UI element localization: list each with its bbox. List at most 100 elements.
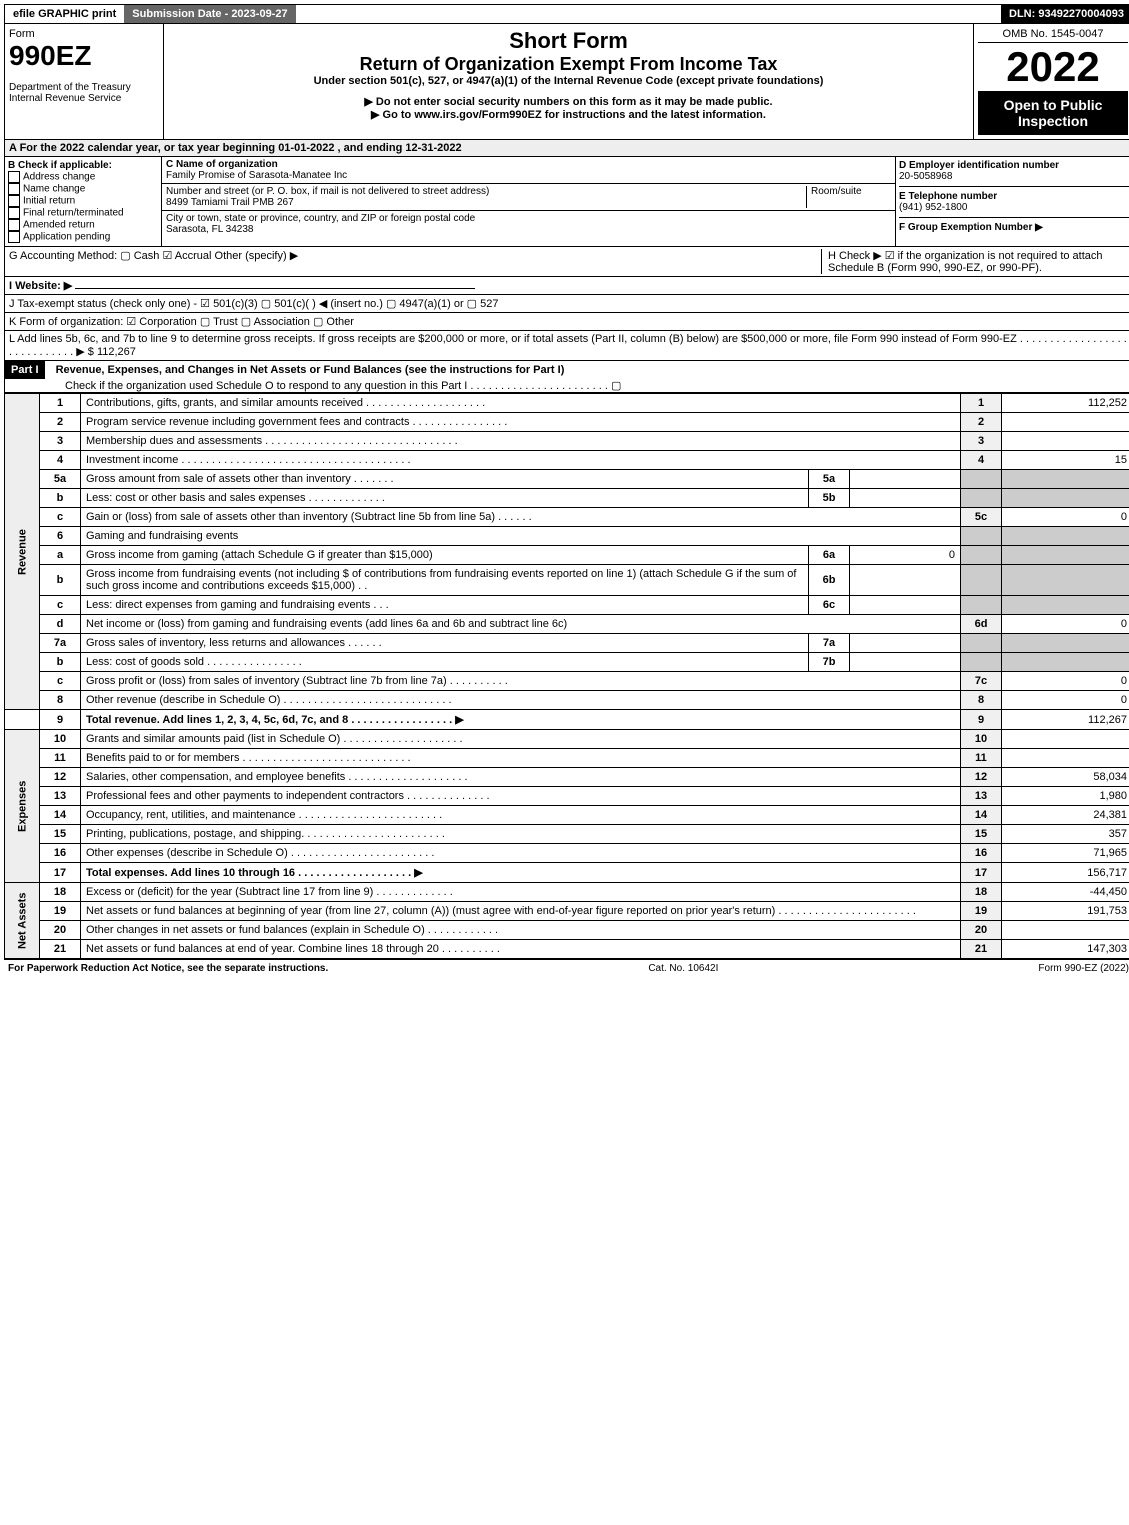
line-15-desc: Printing, publications, postage, and shi… <box>81 825 961 844</box>
e-label: E Telephone number <box>899 191 997 202</box>
page-footer: For Paperwork Reduction Act Notice, see … <box>4 959 1129 977</box>
line-l-amount: $ 112,267 <box>88 346 136 358</box>
line-19-desc: Net assets or fund balances at beginning… <box>81 902 961 921</box>
line-13-desc: Professional fees and other payments to … <box>81 787 961 806</box>
line-6a-desc: Gross income from gaming (attach Schedul… <box>81 546 809 565</box>
line-14-desc: Occupancy, rent, utilities, and maintena… <box>81 806 961 825</box>
line-k: K Form of organization: ☑ Corporation ▢ … <box>4 313 1129 331</box>
part1-header-row: Part I Revenue, Expenses, and Changes in… <box>4 361 1129 393</box>
line-5b-desc: Less: cost or other basis and sales expe… <box>81 489 809 508</box>
lines-table: Revenue 1 Contributions, gifts, grants, … <box>4 393 1129 959</box>
chk-initial[interactable]: Initial return <box>8 195 158 207</box>
tax-year: 2022 <box>978 43 1128 91</box>
line-12-desc: Salaries, other compensation, and employ… <box>81 768 961 787</box>
line-1-desc: Contributions, gifts, grants, and simila… <box>81 394 961 413</box>
line-15-amt: 357 <box>1002 825 1129 844</box>
line-h: H Check ▶ ☑ if the organization is not r… <box>821 249 1128 274</box>
header-right: OMB No. 1545-0047 2022 Open to Public In… <box>973 24 1129 139</box>
c-street-label: Number and street (or P. O. box, if mail… <box>166 186 489 197</box>
line-12-amt: 58,034 <box>1002 768 1129 787</box>
revenue-side: Revenue <box>5 394 40 710</box>
footer-left: For Paperwork Reduction Act Notice, see … <box>8 963 328 974</box>
expenses-side: Expenses <box>5 730 40 883</box>
line-i: I Website: ▶ <box>4 277 1129 295</box>
chk-address[interactable]: Address change <box>8 171 158 183</box>
line-2-desc: Program service revenue including govern… <box>81 413 961 432</box>
form-header: Form 990EZ Department of the Treasury In… <box>4 24 1129 140</box>
line-18-amt: -44,450 <box>1002 883 1129 902</box>
line-13-amt: 1,980 <box>1002 787 1129 806</box>
top-bar: efile GRAPHIC print Submission Date - 20… <box>4 4 1129 24</box>
part1-title: Revenue, Expenses, and Changes in Net As… <box>48 364 565 376</box>
open-public: Open to Public Inspection <box>978 91 1128 135</box>
note-url: ▶ Go to www.irs.gov/Form990EZ for instru… <box>168 108 969 121</box>
netassets-side: Net Assets <box>5 883 40 959</box>
line-9-amt: 112,267 <box>1002 710 1129 730</box>
line-6d-amt: 0 <box>1002 615 1129 634</box>
footer-right: Form 990-EZ (2022) <box>1038 963 1129 974</box>
box-b: B Check if applicable: Address change Na… <box>5 157 162 246</box>
omb-label: OMB No. 1545-0047 <box>978 28 1128 43</box>
footer-mid: Cat. No. 10642I <box>648 963 718 974</box>
line-6b-desc: Gross income from fundraising events (no… <box>81 565 809 596</box>
chk-pending[interactable]: Application pending <box>8 231 158 243</box>
line-3-desc: Membership dues and assessments . . . . … <box>81 432 961 451</box>
line-16-amt: 71,965 <box>1002 844 1129 863</box>
line-7c-amt: 0 <box>1002 672 1129 691</box>
line-17-amt: 156,717 <box>1002 863 1129 883</box>
line-5c-amt: 0 <box>1002 508 1129 527</box>
chk-amended[interactable]: Amended return <box>8 219 158 231</box>
line-9-desc: Total revenue. Add lines 1, 2, 3, 4, 5c,… <box>81 710 961 730</box>
subtitle: Under section 501(c), 527, or 4947(a)(1)… <box>168 75 969 87</box>
c-name-label: C Name of organization <box>166 159 278 170</box>
line-19-amt: 191,753 <box>1002 902 1129 921</box>
box-b-header: B Check if applicable: <box>8 160 158 171</box>
line-7a-desc: Gross sales of inventory, less returns a… <box>81 634 809 653</box>
box-c: C Name of organization Family Promise of… <box>162 157 895 246</box>
line-6c-desc: Less: direct expenses from gaming and fu… <box>81 596 809 615</box>
line-20-desc: Other changes in net assets or fund bala… <box>81 921 961 940</box>
ein-value: 20-5058968 <box>899 171 952 182</box>
chk-final[interactable]: Final return/terminated <box>8 207 158 219</box>
line-21-amt: 147,303 <box>1002 940 1129 959</box>
dept-label: Department of the Treasury Internal Reve… <box>9 82 159 104</box>
efile-label[interactable]: efile GRAPHIC print <box>5 5 124 23</box>
line-4-amt: 15 <box>1002 451 1129 470</box>
header-left: Form 990EZ Department of the Treasury In… <box>5 24 164 139</box>
line-4-desc: Investment income . . . . . . . . . . . … <box>81 451 961 470</box>
line-5c-desc: Gain or (loss) from sale of assets other… <box>81 508 961 527</box>
line-8-amt: 0 <box>1002 691 1129 710</box>
line-17-desc: Total expenses. Add lines 10 through 16 … <box>81 863 961 883</box>
line-7b-desc: Less: cost of goods sold . . . . . . . .… <box>81 653 809 672</box>
line-g: G Accounting Method: ▢ Cash ☑ Accrual Ot… <box>9 249 821 274</box>
chk-name[interactable]: Name change <box>8 183 158 195</box>
part1-label: Part I <box>5 361 45 379</box>
line-21-desc: Net assets or fund balances at end of ye… <box>81 940 961 959</box>
form-label: Form <box>9 28 159 40</box>
note-ssn: ▶ Do not enter social security numbers o… <box>168 95 969 108</box>
part1-sub: Check if the organization used Schedule … <box>5 379 1129 392</box>
org-name: Family Promise of Sarasota-Manatee Inc <box>166 170 347 181</box>
info-block: B Check if applicable: Address change Na… <box>4 157 1129 247</box>
line-8-desc: Other revenue (describe in Schedule O) .… <box>81 691 961 710</box>
line-a: A For the 2022 calendar year, or tax yea… <box>4 140 1129 157</box>
phone-value: (941) 952-1800 <box>899 202 967 213</box>
line-gh: G Accounting Method: ▢ Cash ☑ Accrual Ot… <box>4 247 1129 277</box>
spacer <box>296 5 1001 23</box>
line-5a-desc: Gross amount from sale of assets other t… <box>81 470 809 489</box>
line-6-desc: Gaming and fundraising events <box>81 527 961 546</box>
submission-date: Submission Date - 2023-09-27 <box>124 5 295 23</box>
title-return: Return of Organization Exempt From Incom… <box>168 54 969 75</box>
org-city: Sarasota, FL 34238 <box>166 224 253 235</box>
line-7c-desc: Gross profit or (loss) from sales of inv… <box>81 672 961 691</box>
d-label: D Employer identification number <box>899 160 1059 171</box>
f-label: F Group Exemption Number ▶ <box>899 222 1043 233</box>
line-10-desc: Grants and similar amounts paid (list in… <box>81 730 961 749</box>
room-label: Room/suite <box>811 186 862 197</box>
dln-label: DLN: 93492270004093 <box>1001 5 1129 23</box>
line-j: J Tax-exempt status (check only one) - ☑… <box>4 295 1129 313</box>
form-number: 990EZ <box>9 40 159 72</box>
line-l: L Add lines 5b, 6c, and 7b to line 9 to … <box>4 331 1129 361</box>
c-city-label: City or town, state or province, country… <box>166 213 475 224</box>
line-16-desc: Other expenses (describe in Schedule O) … <box>81 844 961 863</box>
